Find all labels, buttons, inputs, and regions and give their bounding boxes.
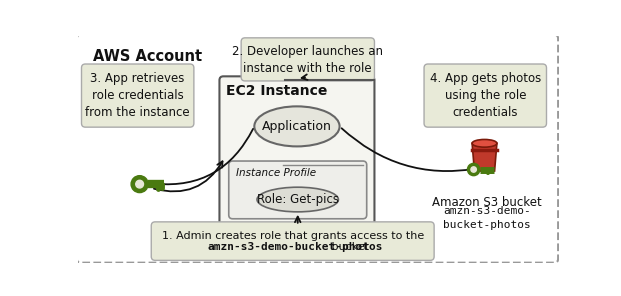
FancyBboxPatch shape [424,64,546,127]
Ellipse shape [472,139,497,147]
FancyBboxPatch shape [241,38,374,81]
FancyBboxPatch shape [77,35,558,263]
Text: amzn-s3-demo-bucket-photos: amzn-s3-demo-bucket-photos [208,242,383,252]
Text: Role: Get-pics: Role: Get-pics [256,193,338,206]
FancyBboxPatch shape [152,222,434,260]
Text: 4. App gets photos
using the role
credentials: 4. App gets photos using the role creden… [430,72,541,119]
Text: amzn-s3-demo-
bucket-photos: amzn-s3-demo- bucket-photos [443,207,531,230]
Text: AWS Account: AWS Account [93,49,202,64]
Circle shape [131,176,148,193]
FancyBboxPatch shape [81,64,194,127]
Text: 1. Admin creates role that grants access to the: 1. Admin creates role that grants access… [161,231,424,241]
FancyBboxPatch shape [229,161,366,219]
Ellipse shape [257,187,338,212]
Text: Amazon S3 bucket: Amazon S3 bucket [432,196,542,209]
Text: Application: Application [262,120,332,133]
Circle shape [471,167,476,172]
FancyBboxPatch shape [219,76,374,226]
Text: 3. App retrieves
role credentials
from the instance: 3. App retrieves role credentials from t… [85,72,190,119]
Text: Instance Profile: Instance Profile [236,168,316,178]
Circle shape [468,163,480,176]
Circle shape [136,180,143,188]
Polygon shape [472,143,497,171]
Text: bucket: bucket [328,242,369,252]
Ellipse shape [255,106,340,147]
Text: 2. Developer launches an
instance with the role: 2. Developer launches an instance with t… [232,45,383,75]
Text: EC2 Instance: EC2 Instance [227,84,328,98]
